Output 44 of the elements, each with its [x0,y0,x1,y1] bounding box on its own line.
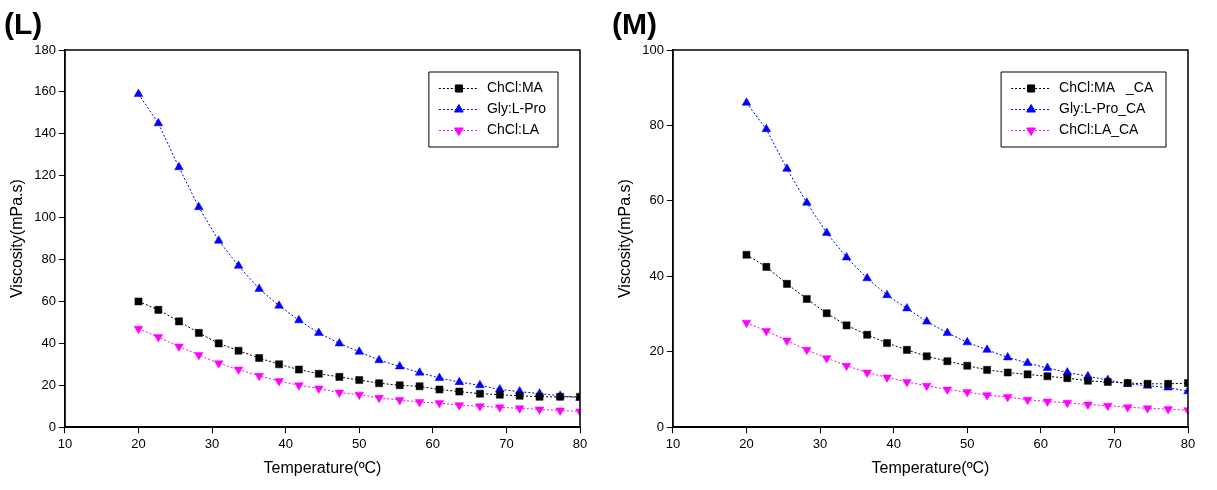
y-tick-label: 80 [41,251,56,267]
x-tick-label: 20 [131,435,146,451]
y-tick-label: 180 [34,41,56,57]
y-tick-label: 100 [34,209,56,225]
y-axis-title: Viscosity(mPa.s) [8,179,26,299]
x-tick-label: 30 [204,435,220,451]
x-tick-label: 50 [352,435,367,451]
x-tick-label: 30 [812,435,828,451]
y-tick-label: 20 [649,343,664,359]
y-tick-label: 60 [649,192,664,208]
legend-label: ChCl:MA _CA [1059,79,1154,96]
y-tick-label: 20 [41,376,56,392]
x-tick-label: 40 [886,435,901,451]
x-tick-label: 80 [1180,435,1196,451]
y-tick-label: 100 [642,41,664,57]
chart-title: (L) [4,7,43,41]
y-tick-label: 120 [34,167,56,183]
y-tick-label: 40 [649,267,664,283]
y-tick-label: 80 [649,117,664,133]
x-tick-label: 80 [572,435,588,451]
y-tick-label: 160 [34,83,56,99]
x-axis-title: Temperature(ºC) [871,458,990,476]
y-axis-title: Viscosity(mPa.s) [616,179,634,299]
x-tick-label: 70 [499,435,514,451]
x-tick-label: 60 [1033,435,1049,451]
x-tick-label: 50 [960,435,975,451]
legend-label: ChCl:LA_CA [1059,121,1140,138]
y-tick-label: 40 [41,334,56,350]
y-tick-label: 140 [34,125,56,141]
y-tick-label: 60 [41,293,56,309]
x-tick-label: 70 [1107,435,1122,451]
legend-label: ChCl:MA [486,79,544,96]
legend-label: ChCl:LA [486,121,540,138]
x-tick-label: 10 [665,435,681,451]
x-tick-label: 10 [57,435,73,451]
y-tick-label: 0 [656,418,664,434]
x-tick-label: 40 [278,435,293,451]
x-axis-title: Temperature(ºC) [263,458,382,476]
legend-label: Gly:L-Pro_CA [1059,100,1147,117]
legend-label: Gly:L-Pro [486,100,547,117]
y-tick-label: 0 [48,418,56,434]
chart-title: (M) [612,7,657,41]
x-tick-label: 20 [739,435,754,451]
x-tick-label: 60 [425,435,441,451]
